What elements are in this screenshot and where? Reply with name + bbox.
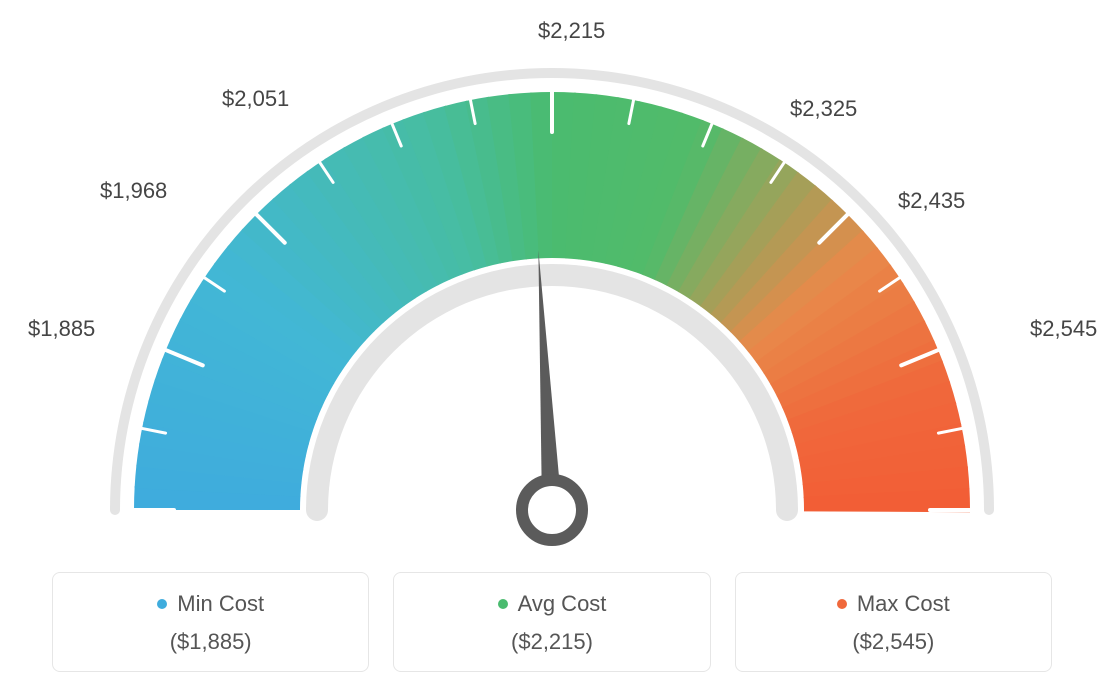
max-cost-bullet (837, 599, 847, 609)
avg-cost-card: Avg Cost ($2,215) (393, 572, 710, 672)
gauge-wrapper: $1,885$1,968$2,051$2,215$2,325$2,435$2,5… (52, 10, 1052, 550)
gauge-tick-label: $1,885 (28, 316, 95, 342)
avg-cost-value: ($2,215) (404, 629, 699, 655)
gauge-tick-label: $1,968 (100, 178, 167, 204)
gauge-tick-label: $2,051 (222, 86, 289, 112)
avg-cost-title: Avg Cost (404, 591, 699, 617)
cost-cards-row: Min Cost ($1,885) Avg Cost ($2,215) Max … (52, 572, 1052, 672)
gauge-svg (52, 10, 1052, 550)
max-cost-value: ($2,545) (746, 629, 1041, 655)
min-cost-title: Min Cost (63, 591, 358, 617)
avg-cost-label: Avg Cost (518, 591, 607, 617)
min-cost-bullet (157, 599, 167, 609)
gauge-tick-label: $2,325 (790, 96, 857, 122)
gauge-chart-container: { "gauge": { "type": "gauge", "center_x"… (0, 0, 1104, 690)
min-cost-card: Min Cost ($1,885) (52, 572, 369, 672)
min-cost-label: Min Cost (177, 591, 264, 617)
max-cost-card: Max Cost ($2,545) (735, 572, 1052, 672)
max-cost-label: Max Cost (857, 591, 950, 617)
gauge-tick-label: $2,215 (538, 18, 605, 44)
gauge-tick-label: $2,545 (1030, 316, 1097, 342)
avg-cost-bullet (498, 599, 508, 609)
max-cost-title: Max Cost (746, 591, 1041, 617)
gauge-tick-label: $2,435 (898, 188, 965, 214)
min-cost-value: ($1,885) (63, 629, 358, 655)
